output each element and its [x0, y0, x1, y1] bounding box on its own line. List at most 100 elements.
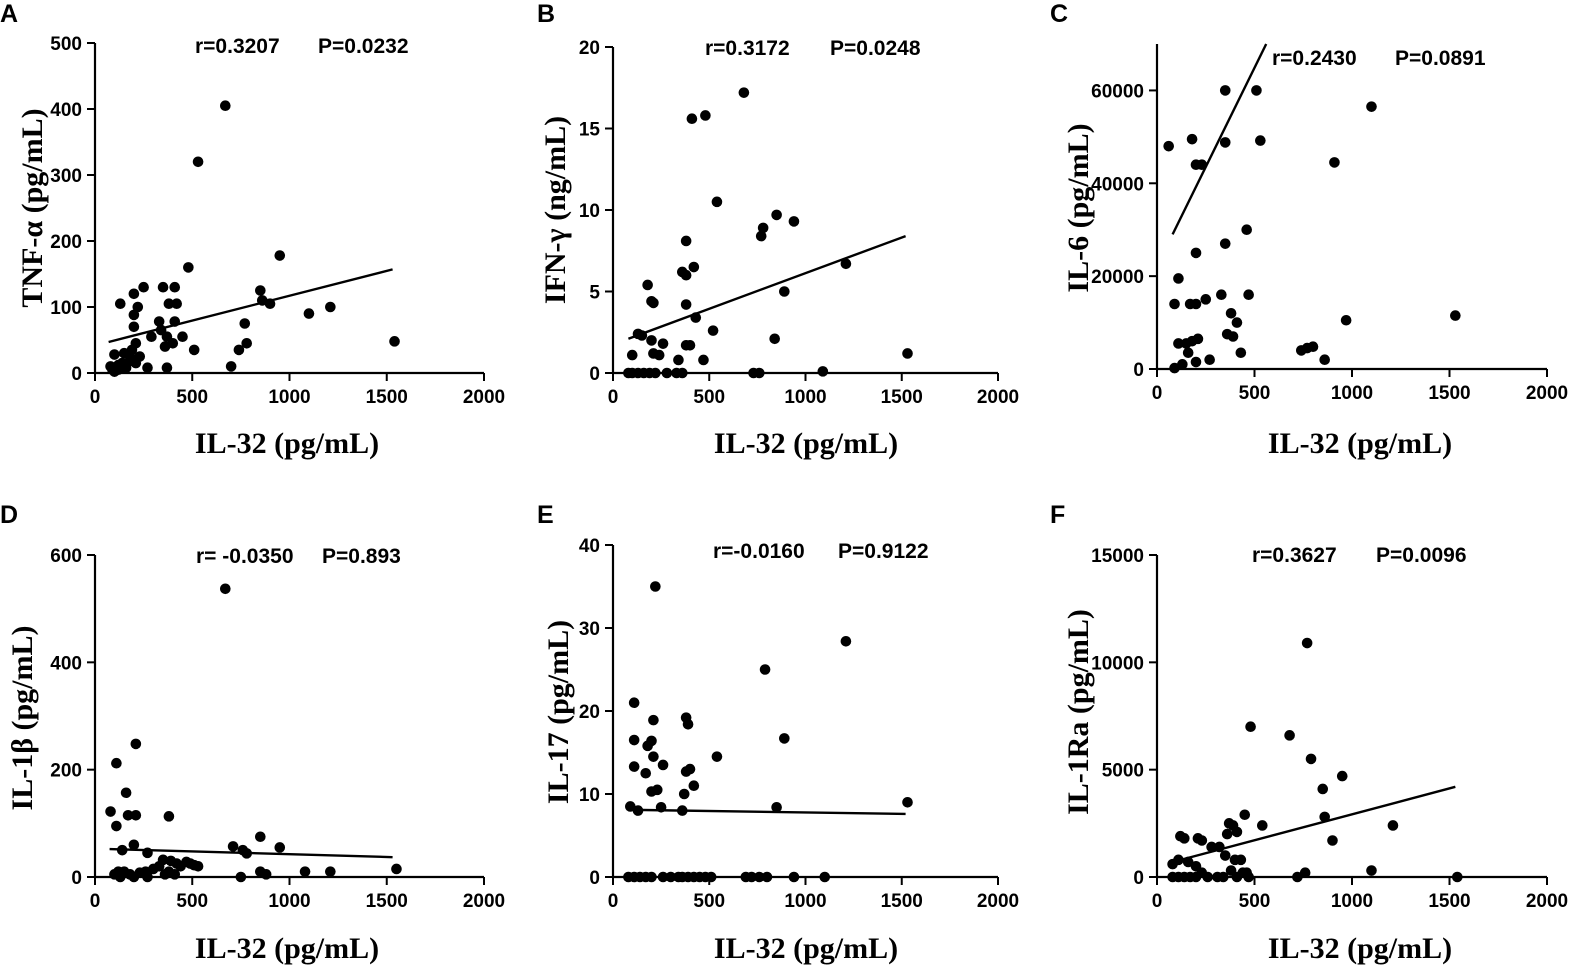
data-point — [299, 866, 311, 877]
data-point — [1192, 333, 1204, 345]
y-tick-label: 15 — [579, 120, 601, 141]
data-point — [1299, 867, 1311, 879]
data-point — [175, 860, 186, 872]
x-tick-label: 1000 — [268, 387, 310, 408]
x-axis-title: IL-32 (pg/mL) — [195, 427, 379, 460]
data-point — [1241, 224, 1252, 236]
x-tick-label: 1500 — [366, 891, 408, 912]
x-tick-label: 1000 — [1331, 383, 1373, 404]
x-tick-label: 0 — [1152, 891, 1163, 912]
data-point — [1190, 247, 1202, 259]
data-point — [183, 262, 194, 273]
data-point — [1221, 328, 1233, 340]
data-point — [389, 336, 400, 347]
data-point — [1180, 338, 1192, 349]
data-point — [235, 871, 247, 883]
panel-e: 0 500 1000 1500 2000 0 10 20 30 40 Er=-0.0160 P=0.9… — [537, 501, 1019, 965]
data-point — [640, 767, 652, 779]
data-point — [1340, 314, 1352, 326]
data-point — [700, 110, 711, 121]
panel-letter: B — [537, 0, 555, 28]
x-tick-label: 2000 — [1526, 891, 1568, 912]
data-point — [636, 330, 648, 341]
data-point — [233, 344, 245, 356]
x-tick-label: 500 — [693, 891, 725, 912]
p-value: P=0.9122 — [838, 540, 929, 563]
x-tick-label: 2000 — [977, 891, 1019, 912]
data-point — [113, 359, 124, 371]
y-tick-label: 10 — [579, 201, 600, 222]
data-point — [111, 820, 122, 832]
data-point — [754, 367, 765, 379]
panel-letter: C — [1050, 0, 1068, 28]
x-axis-title: IL-32 (pg/mL) — [1268, 932, 1452, 965]
data-point — [116, 844, 128, 856]
regression-line — [627, 234, 907, 340]
data-point — [1163, 140, 1174, 152]
data-point — [1231, 871, 1243, 883]
data-point — [788, 216, 800, 227]
data-point — [1235, 854, 1247, 866]
data-point — [241, 338, 253, 349]
data-point — [146, 331, 157, 343]
y-tick-label: 200 — [50, 761, 82, 782]
data-point — [1216, 289, 1227, 301]
data-point — [1173, 273, 1184, 284]
data-point — [771, 209, 782, 221]
data-point — [690, 312, 702, 323]
y-tick-label: 40000 — [1091, 174, 1144, 195]
data-point — [1327, 835, 1338, 846]
data-point — [628, 761, 640, 772]
x-tick-label: 500 — [1239, 383, 1271, 404]
y-tick-label: 0 — [1133, 868, 1144, 889]
y-tick-label: 60000 — [1091, 81, 1144, 102]
data-point — [1243, 871, 1254, 883]
data-point — [1319, 354, 1330, 366]
data-point — [1336, 770, 1348, 782]
x-tick-label: 1000 — [784, 891, 826, 912]
r-value: r=0.3627 — [1252, 544, 1337, 567]
data-point — [1219, 850, 1231, 861]
r-value: r=-0.0160 — [713, 540, 805, 563]
data-point — [680, 269, 692, 281]
data-point — [1231, 317, 1243, 328]
y-axis-title: IL-6 (pg/mL) — [1062, 123, 1095, 292]
data-point — [817, 366, 829, 377]
data-point — [1190, 871, 1202, 883]
data-point — [650, 367, 661, 379]
x-tick-label: 1000 — [268, 891, 310, 912]
y-tick-label: 40 — [579, 536, 600, 557]
data-point — [161, 362, 173, 374]
data-point — [642, 279, 653, 291]
data-point — [1329, 157, 1340, 168]
data-point — [1182, 347, 1194, 359]
x-axis-title: IL-32 (pg/mL) — [195, 932, 379, 965]
x-tick-label: 0 — [608, 891, 619, 912]
data-point — [711, 751, 723, 762]
y-tick-label: 400 — [50, 100, 82, 121]
data-point — [325, 866, 336, 877]
data-point — [142, 362, 153, 374]
y-tick-label: 10 — [579, 785, 600, 806]
data-point — [759, 664, 771, 675]
data-point — [646, 871, 657, 883]
data-point — [105, 806, 116, 817]
x-tick-label: 1500 — [1428, 891, 1470, 912]
data-point — [628, 697, 640, 708]
data-point — [1450, 310, 1461, 321]
x-tick-label: 1500 — [366, 387, 408, 408]
data-point — [122, 809, 134, 821]
data-point — [255, 285, 266, 296]
data-point — [171, 298, 182, 310]
data-point — [1214, 841, 1225, 853]
data-point — [1200, 294, 1212, 305]
data-point — [680, 299, 692, 310]
data-point — [684, 339, 696, 351]
data-point — [1243, 289, 1254, 301]
data-point — [628, 734, 640, 746]
data-point — [788, 871, 800, 883]
data-point — [1219, 137, 1231, 148]
y-tick-label: 500 — [50, 34, 82, 55]
data-point — [274, 250, 286, 261]
data-point — [648, 751, 659, 762]
